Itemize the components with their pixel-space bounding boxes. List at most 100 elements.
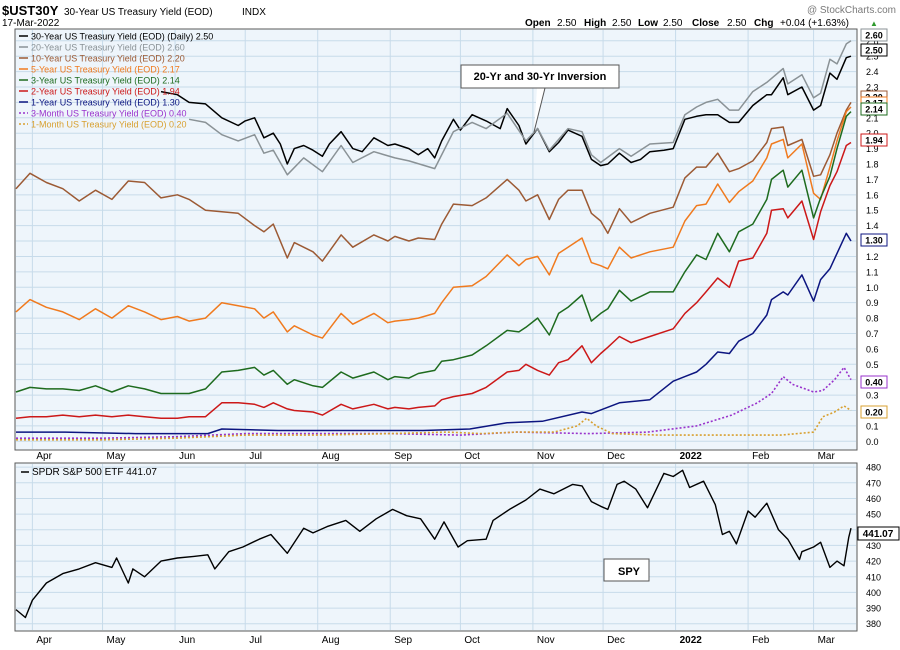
yield-last-value-box [860, 133, 888, 147]
yield-x-tick-label: Dec [607, 451, 625, 462]
spy-x-tick-label: May [107, 635, 126, 646]
yield-y-tick-label: 2.1 [866, 113, 879, 123]
yield-series-line-m3 [16, 366, 852, 440]
yield-x-tick-label: Feb [752, 451, 770, 462]
yield-y-tick-label: 0.3 [866, 391, 879, 401]
yield-y-tick-label: 2.4 [866, 67, 879, 77]
yield-last-value-text: 2.50 [865, 46, 883, 56]
yield-last-value-box [860, 375, 888, 389]
yield-last-value-text: 1.30 [865, 236, 883, 246]
high-label: High [584, 18, 606, 29]
spy-y-tick-label: 390 [866, 604, 881, 614]
yield-legend-entry: 30-Year US Treasury Yield (EOD) (Daily) … [31, 32, 213, 42]
yield-legend-entry: 3-Year US Treasury Yield (EOD) 2.14 [31, 76, 180, 86]
yield-last-value-labels: 2.502.602.202.172.141.941.300.400.20 [860, 28, 888, 419]
yield-series-line-y2 [15, 141, 852, 419]
yield-legend-entry: 20-Year US Treasury Yield (EOD) 2.60 [31, 43, 185, 53]
yield-y-tick-label: 0.5 [866, 360, 879, 370]
yield-x-tick-label: Nov [537, 451, 555, 462]
yield-y-tick-label: 1.0 [866, 283, 879, 293]
yield-series-line-y1 [16, 232, 852, 435]
yield-last-value-text: 0.40 [865, 378, 883, 388]
yield-y-tick-label: 1.5 [866, 206, 879, 216]
spy-grid [16, 464, 856, 630]
yield-y-tick-label: 1.9 [866, 144, 879, 154]
spy-label-box-rect [603, 558, 650, 582]
yield-legend-entry: 1-Year US Treasury Yield (EOD) 1.30 [31, 98, 180, 108]
up-arrow-icon: ▲ [870, 19, 878, 28]
inversion-annotation: 20-Yr and 30-Yr Inversion [460, 64, 620, 133]
spy-x-tick-label: Dec [607, 635, 625, 646]
spy-y-tick-label: 460 [866, 494, 881, 504]
yield-last-value-text: 2.60 [865, 31, 883, 41]
spy-label-box: SPY [603, 558, 650, 582]
watermark: @ StockCharts.com [807, 5, 896, 16]
spy-x-tick-label: Apr [36, 635, 52, 646]
close-value: 2.50 [727, 18, 747, 29]
yield-y-tick-label: 0.0 [866, 437, 879, 447]
yield-y-tick-label: 1.1 [866, 267, 879, 277]
spy-x-tick-label: Mar [818, 635, 836, 646]
yield-y-tick-label: 1.7 [866, 175, 879, 185]
yield-last-value-text: 1.94 [865, 136, 883, 146]
exchange-label: INDX [242, 7, 266, 18]
yield-panel: 0.00.10.20.30.40.50.60.70.80.91.01.11.21… [14, 28, 888, 462]
spy-y-axis: 380390400410420430440450460470480 [866, 463, 881, 630]
yield-x-tick-label: May [107, 451, 126, 462]
spy-y-tick-label: 450 [866, 510, 881, 520]
yield-y-tick-label: 2.3 [866, 82, 879, 92]
yield-series-line-y30 [160, 55, 852, 167]
symbol-description: 30-Year US Treasury Yield (EOD) [64, 7, 213, 18]
spy-series-group [15, 469, 852, 619]
yield-y-tick-label: 0.7 [866, 329, 879, 339]
spy-x-axis: Apr May Jun Jul Aug Sep Oct Nov Dec 2022 Feb Mar [36, 635, 835, 646]
spy-y-tick-label: 420 [866, 557, 881, 567]
yield-x-tick-label: Apr [36, 451, 52, 462]
spy-y-tick-label: 430 [866, 541, 881, 551]
ohlc-readout: Open 2.50 High 2.50 Low 2.50 Close 2.50 … [525, 18, 878, 29]
symbol-title: $UST30Y [2, 3, 59, 18]
spy-x-tick-label: Oct [464, 635, 480, 646]
spy-panel: 380390400410420430440450460470480 AprMay… [14, 462, 900, 646]
yield-y-tick-label: 1.2 [866, 252, 879, 262]
inversion-annotation-text: 20-Yr and 30-Yr Inversion [474, 71, 607, 83]
yield-x-tick-label: 2022 [680, 451, 703, 462]
yield-legend: 30-Year US Treasury Yield (EOD) (Daily) … [19, 32, 213, 130]
yield-y-tick-label: 1.8 [866, 160, 879, 170]
spy-label-text: SPY [618, 566, 641, 578]
yield-series-line-y3 [15, 111, 852, 395]
yield-x-axis: Apr May Jun Jul Aug Sep Oct Nov Dec 2022 Feb Mar [36, 451, 835, 462]
yield-series-line-y10 [15, 102, 852, 262]
spy-x-tick-label: Jul [249, 635, 262, 646]
spy-y-tick-label: 470 [866, 478, 881, 488]
yield-last-value-text: 0.20 [865, 408, 883, 418]
spy-legend: SPDR S&P 500 ETF 441.07 [21, 467, 157, 478]
yield-x-tick-label: Aug [322, 451, 340, 462]
spy-x-tick-label: Jun [179, 635, 195, 646]
spy-y-tick-label: 400 [866, 588, 881, 598]
yield-x-tick-label: Jun [179, 451, 195, 462]
yield-y-tick-label: 2.5 [866, 52, 879, 62]
yield-x-tick-label: Jul [249, 451, 262, 462]
yield-last-value-box [860, 102, 888, 116]
spy-x-tick-label: Aug [322, 635, 340, 646]
yield-series-line-y20 [188, 40, 852, 176]
yield-series-group [15, 40, 852, 441]
open-value: 2.50 [557, 18, 577, 29]
yield-last-value-box [860, 405, 888, 419]
chart-date: 17-Mar-2022 [2, 18, 60, 29]
yield-legend-entry: 3-Month US Treasury Yield (EOD) 0.40 [31, 109, 187, 119]
spy-x-tick-label: 2022 [680, 635, 703, 646]
yield-y-tick-label: 0.1 [866, 421, 879, 431]
yield-legend-entry: 2-Year US Treasury Yield (EOD) 1.94 [31, 87, 180, 97]
yield-legend-entry: 5-Year US Treasury Yield (EOD) 2.17 [31, 65, 180, 75]
yield-last-value-text: 2.14 [865, 105, 883, 115]
yield-last-value-box [860, 233, 888, 247]
yield-y-tick-label: 0.9 [866, 298, 879, 308]
yield-y-tick-label: 1.4 [866, 221, 879, 231]
spy-panel-background [14, 462, 858, 632]
chg-value: +0.04 (+1.63%) [780, 18, 849, 29]
chg-label: Chg [754, 18, 773, 29]
spy-legend-text: SPDR S&P 500 ETF 441.07 [32, 467, 157, 478]
